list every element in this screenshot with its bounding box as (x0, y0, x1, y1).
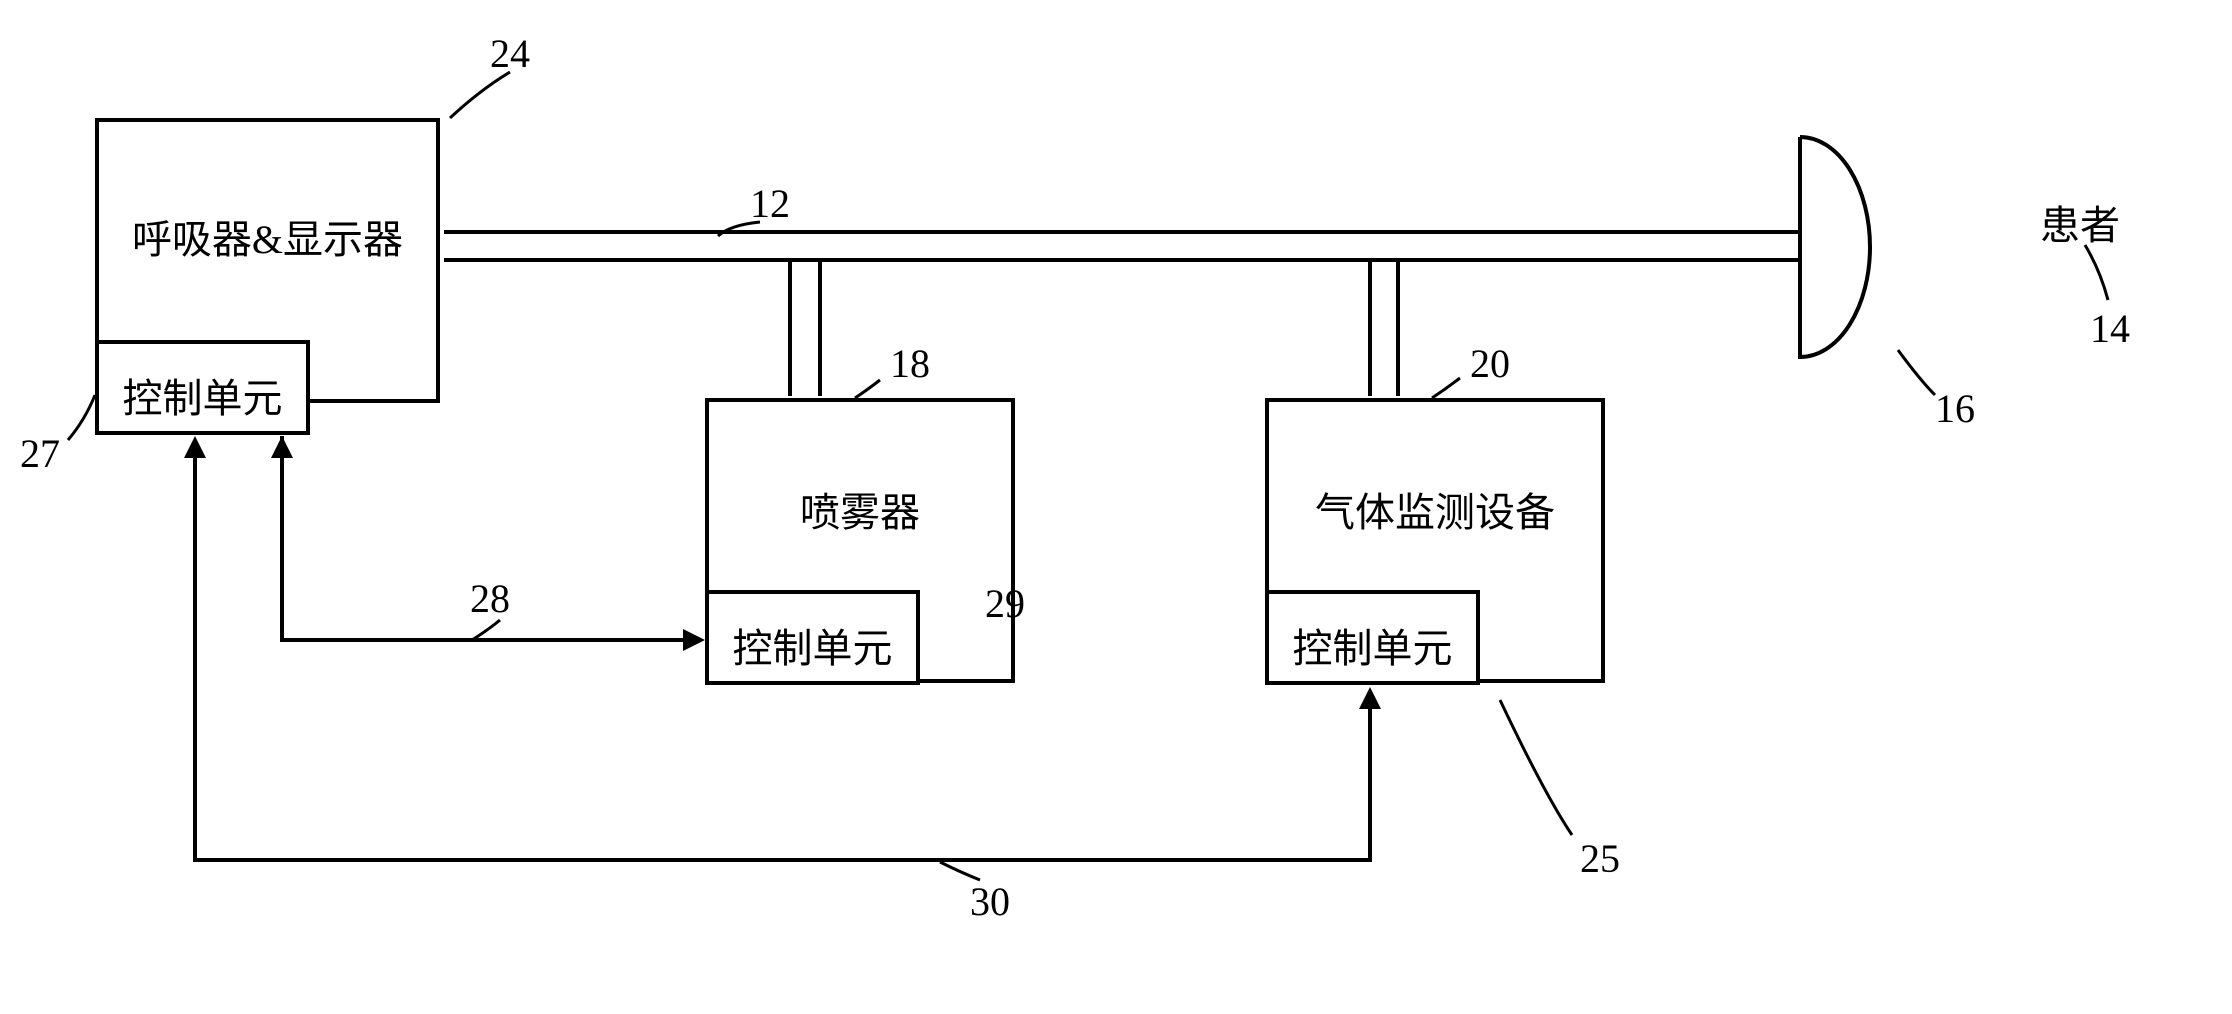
reference-number-12: 12 (750, 180, 790, 227)
reference-number-30: 30 (970, 878, 1010, 925)
reference-number-18: 18 (890, 340, 930, 387)
gas-monitor-control-unit-label: 控制单元 (1269, 616, 1476, 674)
respirator-display-label: 呼吸器&显示器 (99, 207, 436, 265)
reference-number-16: 16 (1935, 385, 1975, 432)
diagram-canvas: 呼吸器&显示器 控制单元 喷雾器 控制单元 气体监测设备 控制单元 24 12 … (0, 0, 2232, 1014)
reference-number-27: 27 (20, 430, 60, 477)
respirator-control-unit-label: 控制单元 (99, 366, 306, 424)
nebulizer-control-unit-block: 控制单元 (705, 590, 920, 685)
reference-number-28: 28 (470, 575, 510, 622)
arrowhead-icon (683, 629, 705, 651)
reference-number-14: 14 (2090, 305, 2130, 352)
patient-label: 患者 (2040, 193, 2120, 251)
reference-number-29: 29 (985, 580, 1025, 627)
nebulizer-control-unit-label: 控制单元 (709, 616, 916, 674)
gas-monitor-drop (1370, 260, 1398, 396)
gas-monitor-control-unit-block: 控制单元 (1265, 590, 1480, 685)
reference-number-24: 24 (490, 30, 530, 77)
respirator-control-unit-block: 控制单元 (95, 340, 310, 435)
arrowhead-icon (271, 436, 293, 458)
nebulizer-drop (790, 260, 820, 396)
reference-number-20: 20 (1470, 340, 1510, 387)
nebulizer-label: 喷雾器 (709, 480, 1011, 538)
reference-number-25: 25 (1580, 835, 1620, 882)
main-tube (444, 232, 1800, 260)
gas-monitor-label: 气体监测设备 (1269, 480, 1601, 538)
patient-mask-icon (1800, 137, 1870, 357)
arrowhead-icon (1359, 687, 1381, 709)
arrowhead-icon (184, 436, 206, 458)
